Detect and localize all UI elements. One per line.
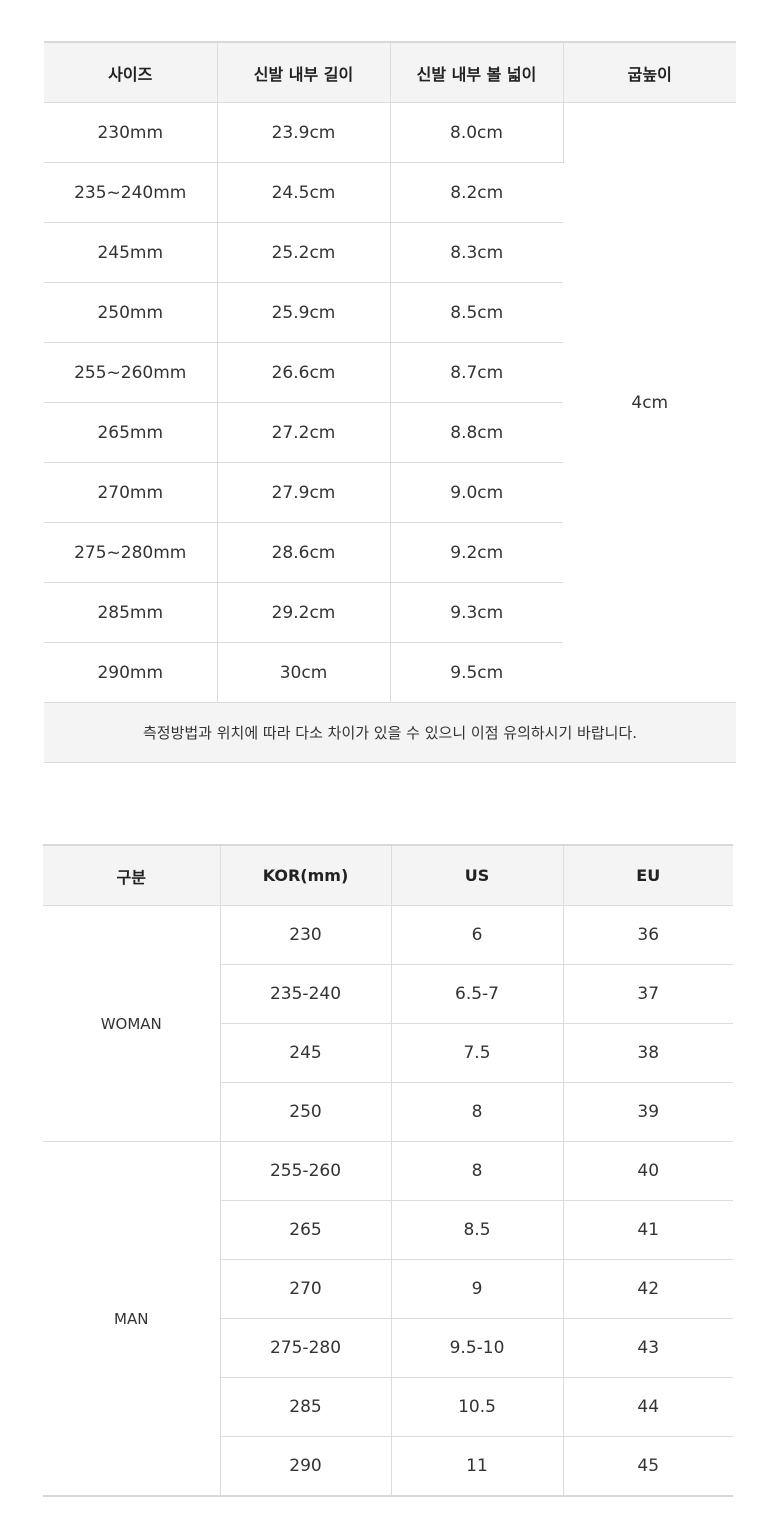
table-row: 290mm 30cm 9.5cm	[44, 642, 736, 703]
table-cell: 8.0cm	[390, 102, 564, 163]
table-cell: 9.2cm	[390, 522, 563, 583]
table-row: 275-280 9.5-10 43	[43, 1318, 733, 1378]
table-row: 255~260mm 26.6cm 8.7cm	[44, 342, 736, 403]
group-label: WOMAN	[43, 905, 221, 1142]
table-row: 245mm 25.2cm 8.3cm	[44, 222, 736, 283]
table-cell: 8.5	[391, 1200, 564, 1260]
table-cell: 8.7cm	[390, 342, 563, 403]
table-cell: 40	[563, 1141, 733, 1201]
table-cell: 290mm	[44, 642, 218, 703]
table-cell: 11	[391, 1436, 564, 1497]
table-cell: 30cm	[217, 642, 391, 703]
table-cell: 9.3cm	[390, 582, 563, 643]
table-cell: 255~260mm	[44, 342, 218, 403]
table-cell: 44	[563, 1377, 733, 1437]
table-cell: 25.9cm	[217, 282, 391, 343]
table-cell: 235~240mm	[44, 162, 218, 223]
table-cell: 250mm	[44, 282, 218, 343]
table-cell: 8.8cm	[390, 402, 563, 463]
table-row: 250 8 39	[43, 1082, 733, 1142]
table-cell: 285	[220, 1377, 392, 1437]
conversion-table: 구분 KOR(mm) US EU WOMAN 230 6 36 235-240 6.5-7 37 2…	[43, 844, 733, 1497]
table-cell: 8	[391, 1082, 564, 1142]
table-cell: 9.0cm	[390, 462, 563, 523]
table-row: 275~280mm 28.6cm 9.2cm	[44, 522, 736, 583]
table-row: 235-240 6.5-7 37	[43, 964, 733, 1024]
table-row: 285 10.5 44	[43, 1377, 733, 1437]
table-cell: 25.2cm	[217, 222, 391, 283]
table-row: 270mm 27.9cm 9.0cm	[44, 462, 736, 523]
table-row: 230mm 23.9cm 8.0cm 4cm	[44, 102, 736, 703]
table-cell: 9.5cm	[390, 642, 563, 703]
table-row: MAN 255-260 8 40	[43, 1141, 733, 1497]
table-cell: 8.2cm	[390, 162, 563, 223]
table-cell: 9	[391, 1259, 564, 1319]
table-cell: 235-240	[220, 964, 392, 1024]
column-header: KOR(mm)	[220, 845, 392, 906]
column-header: US	[391, 845, 564, 906]
conversion-table-header: 구분 KOR(mm) US EU	[43, 845, 733, 906]
table-row: 245 7.5 38	[43, 1023, 733, 1083]
table-cell: 230	[220, 905, 392, 965]
table-cell: 8.3cm	[390, 222, 563, 283]
table-cell: 275~280mm	[44, 522, 218, 583]
table-cell: 6	[391, 905, 564, 965]
heel-height-cell: 4cm	[563, 102, 736, 703]
table-cell: 38	[563, 1023, 733, 1083]
table-cell: 7.5	[391, 1023, 564, 1083]
table-row: WOMAN 230 6 36	[43, 905, 733, 1142]
table-cell: 245mm	[44, 222, 218, 283]
column-header: 구분	[43, 845, 221, 906]
table-row: 250mm 25.9cm 8.5cm	[44, 282, 736, 343]
table-cell: 230mm	[44, 102, 218, 163]
column-header: 굽높이	[563, 42, 736, 103]
size-table: 사이즈 신발 내부 길이 신발 내부 볼 넓이 굽높이 230mm 23.9cm 8.0c…	[44, 41, 736, 763]
table-cell: 265	[220, 1200, 392, 1260]
table-cell: 23.9cm	[217, 102, 391, 163]
table-row: 235~240mm 24.5cm 8.2cm	[44, 162, 736, 223]
table-cell: 10.5	[391, 1377, 564, 1437]
table-cell: 39	[563, 1082, 733, 1142]
column-header: 신발 내부 길이	[217, 42, 391, 103]
table-cell: 43	[563, 1318, 733, 1378]
table-row: 265 8.5 41	[43, 1200, 733, 1260]
column-header: EU	[563, 845, 733, 906]
table-cell: 8	[391, 1141, 564, 1201]
table-cell: 36	[563, 905, 733, 965]
table-cell: 245	[220, 1023, 392, 1083]
table-cell: 290	[220, 1436, 392, 1497]
table-cell: 250	[220, 1082, 392, 1142]
table-row: 290 11 45	[43, 1436, 733, 1497]
size-table-header: 사이즈 신발 내부 길이 신발 내부 볼 넓이 굽높이	[44, 42, 736, 103]
table-cell: 285mm	[44, 582, 218, 643]
table-cell: 9.5-10	[391, 1318, 564, 1378]
table-cell: 41	[563, 1200, 733, 1260]
table-cell: 6.5-7	[391, 964, 564, 1024]
table-cell: 26.6cm	[217, 342, 391, 403]
note-row: 측정방법과 위치에 따라 다소 차이가 있을 수 있으니 이점 유의하시기 바랍…	[44, 702, 736, 763]
table-row: 285mm 29.2cm 9.3cm	[44, 582, 736, 643]
table-cell: 270mm	[44, 462, 218, 523]
column-header: 사이즈	[44, 42, 218, 103]
table-cell: 45	[563, 1436, 733, 1497]
table-cell: 255-260	[220, 1141, 392, 1201]
table-row: 270 9 42	[43, 1259, 733, 1319]
table-cell: 27.9cm	[217, 462, 391, 523]
table-cell: 29.2cm	[217, 582, 391, 643]
group-label: MAN	[43, 1141, 221, 1497]
table-cell: 27.2cm	[217, 402, 391, 463]
table-row: 265mm 27.2cm 8.8cm	[44, 402, 736, 463]
table-cell: 270	[220, 1259, 392, 1319]
table-cell: 28.6cm	[217, 522, 391, 583]
measurement-note: 측정방법과 위치에 따라 다소 차이가 있을 수 있으니 이점 유의하시기 바랍…	[44, 702, 736, 763]
table-cell: 24.5cm	[217, 162, 391, 223]
column-header: 신발 내부 볼 넓이	[390, 42, 564, 103]
table-cell: 275-280	[220, 1318, 392, 1378]
table-cell: 42	[563, 1259, 733, 1319]
table-cell: 8.5cm	[390, 282, 563, 343]
table-cell: 265mm	[44, 402, 218, 463]
table-cell: 37	[563, 964, 733, 1024]
